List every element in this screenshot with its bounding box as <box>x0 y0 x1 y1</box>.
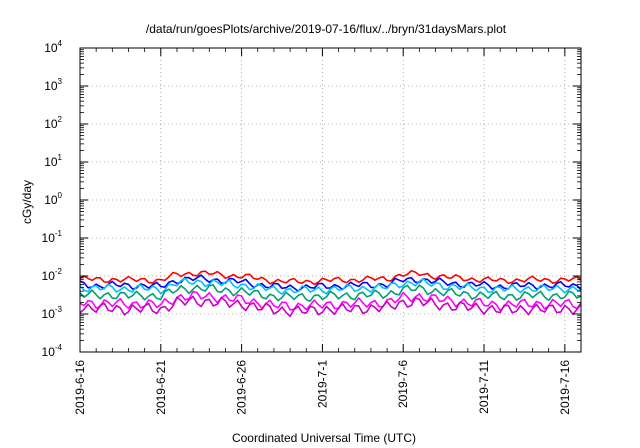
y-tick-label: 10-2 <box>42 267 63 283</box>
y-tick-label: 100 <box>44 191 62 207</box>
series-line <box>79 269 582 286</box>
x-tick-label: 2019-7-11 <box>477 360 491 414</box>
x-tick-labels: 2019-6-16 2019-6-21 2019-6-26 2019-7-1 2019-… <box>73 360 572 415</box>
y-axis-title: cGy/day <box>20 180 34 224</box>
grid <box>80 48 581 352</box>
series-line <box>79 284 582 302</box>
x-tick-label: 2019-6-26 <box>235 360 249 415</box>
x-tick-label: 2019-6-16 <box>73 360 87 415</box>
series-line <box>79 290 582 312</box>
x-tick-label: 2019-6-21 <box>154 360 168 415</box>
y-tick-labels: 10-4 10-3 10-2 10-1 100 101 102 103 104 <box>42 39 63 359</box>
x-tick-label: 2019-7-6 <box>396 360 410 408</box>
series-layer <box>79 269 582 318</box>
y-tick-label: 10-1 <box>42 229 63 245</box>
x-axis-title: Coordinated Universal Time (UTC) <box>232 431 416 445</box>
x-tick-label: 2019-7-1 <box>315 360 329 408</box>
x-tick-label: 2019-7-16 <box>558 360 572 415</box>
chart-title: /data/run/goesPlots/archive/2019-07-16/f… <box>146 22 507 36</box>
series-line <box>79 277 582 295</box>
y-tick-label: 101 <box>44 153 62 169</box>
series-line <box>79 295 582 318</box>
y-tick-label: 10-4 <box>42 343 63 359</box>
ticks-layer <box>79 47 582 353</box>
y-tick-label: 102 <box>44 115 62 131</box>
y-tick-label: 103 <box>44 77 62 93</box>
y-tick-label: 104 <box>44 39 62 55</box>
y-tick-label: 10-3 <box>42 305 63 321</box>
